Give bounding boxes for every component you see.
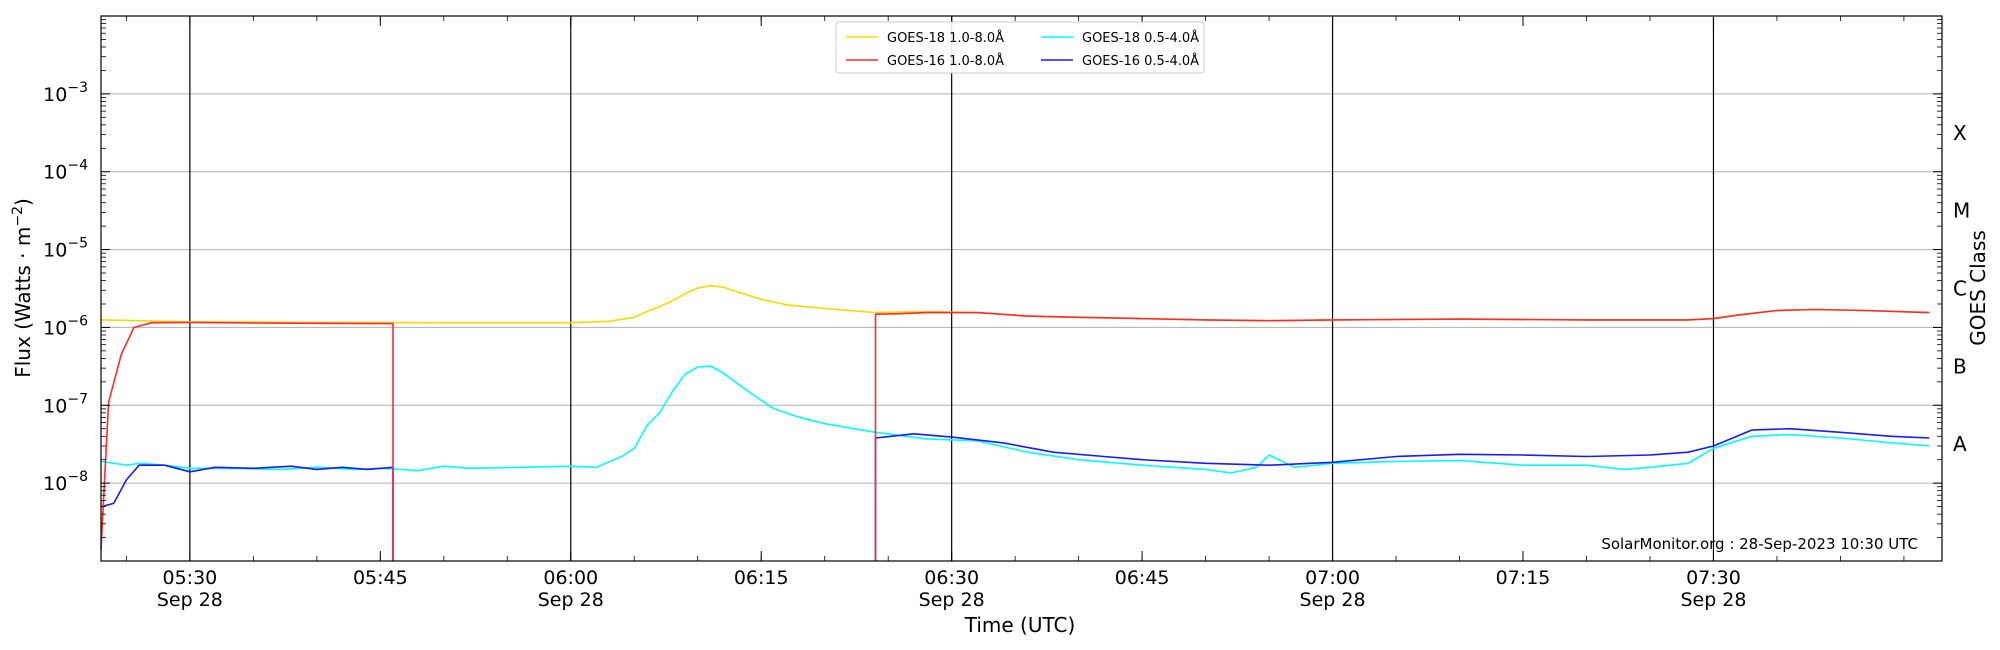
goes-class-label: C [1953, 277, 1967, 301]
y-tick-base: 10 [43, 84, 67, 106]
y-tick-label: 10−3 [43, 80, 88, 106]
goes-class-label: M [1953, 199, 1970, 223]
y-tick-label: 10−8 [43, 469, 88, 495]
x-tick-label: 06:00 [543, 567, 598, 589]
legend-label: GOES-18 1.0-8.0Å [887, 30, 1004, 46]
y-tick-base: 10 [43, 317, 67, 339]
series-line [874, 427, 1930, 561]
day-vertical-lines [189, 16, 1715, 561]
y-tick-exponent: −6 [67, 313, 88, 329]
x-tick-label: 05:45 [353, 567, 408, 589]
y-axis-title-exponent: −2 [10, 206, 26, 227]
y-tick-labels: 10−810−710−610−510−410−3 [43, 80, 88, 495]
y-tick-label: 10−5 [43, 236, 88, 262]
y-tick-label: 10−6 [43, 313, 88, 339]
legend-entries: GOES-18 1.0-8.0Å GOES-16 1.0-8.0Å GOES-18 … [846, 30, 1199, 69]
y-tick-base: 10 [43, 395, 67, 417]
goes-class-label: B [1953, 354, 1967, 378]
legend: GOES-18 1.0-8.0Å GOES-16 1.0-8.0Å GOES-18 … [835, 21, 1205, 74]
y-tick-exponent: −4 [67, 158, 88, 174]
y-axis-title-base: Flux (Watts · m [11, 227, 35, 378]
legend-label: GOES-16 0.5-4.0Å [1082, 53, 1199, 69]
x-tick-label: 06:30 [924, 567, 979, 589]
x-tick-date: Sep 28 [919, 589, 985, 611]
legend-label: GOES-18 0.5-4.0Å [1082, 30, 1199, 46]
x-tick-date: Sep 28 [157, 589, 223, 611]
y-axis-title: Flux (Watts · m−2) [10, 198, 35, 378]
x-tick-label: 06:45 [1115, 567, 1170, 589]
x-axis-title: Time (UTC) [964, 613, 1076, 637]
legend-box [835, 21, 1205, 74]
y-tick-label: 10−4 [43, 158, 88, 184]
legend-label: GOES-16 1.0-8.0Å [887, 53, 1004, 69]
series-line [100, 464, 394, 561]
goes-class-labels: A B C M X [1953, 121, 1970, 456]
y-tick-base: 10 [43, 473, 67, 495]
plot-frame [100, 15, 1943, 562]
y-tick-exponent: −8 [67, 469, 88, 485]
x-tick-date: Sep 28 [1300, 589, 1366, 611]
y-tick-exponent: −3 [67, 80, 88, 96]
x-tick-date: Sep 28 [1680, 589, 1746, 611]
goes-class-label: A [1953, 432, 1967, 456]
x-tick-date: Sep 28 [538, 589, 604, 611]
series-lines [100, 284, 1930, 561]
y-tick-exponent: −5 [67, 236, 88, 252]
y-tick-exponent: −7 [67, 391, 88, 407]
goes-class-axis-title: GOES Class [1966, 230, 1990, 346]
series-line [100, 321, 394, 561]
grid-lines [101, 93, 1942, 484]
series-line [874, 308, 1930, 561]
x-tick-label: 06:15 [734, 567, 789, 589]
y-tick-base: 10 [43, 162, 67, 184]
y-tick-label: 10−7 [43, 391, 88, 417]
x-tick-label: 07:30 [1686, 567, 1741, 589]
y-axis-title-close: ) [11, 198, 35, 206]
credit-text: SolarMonitor.org : 28-Sep-2023 10:30 UTC [1601, 535, 1918, 553]
axis-ticks [101, 15, 1942, 562]
goes-class-label: X [1953, 121, 1967, 145]
x-tick-label: 07:00 [1305, 567, 1360, 589]
x-tick-label: 05:30 [162, 567, 217, 589]
y-tick-base: 10 [43, 240, 67, 262]
x-tick-label: 07:15 [1496, 567, 1551, 589]
